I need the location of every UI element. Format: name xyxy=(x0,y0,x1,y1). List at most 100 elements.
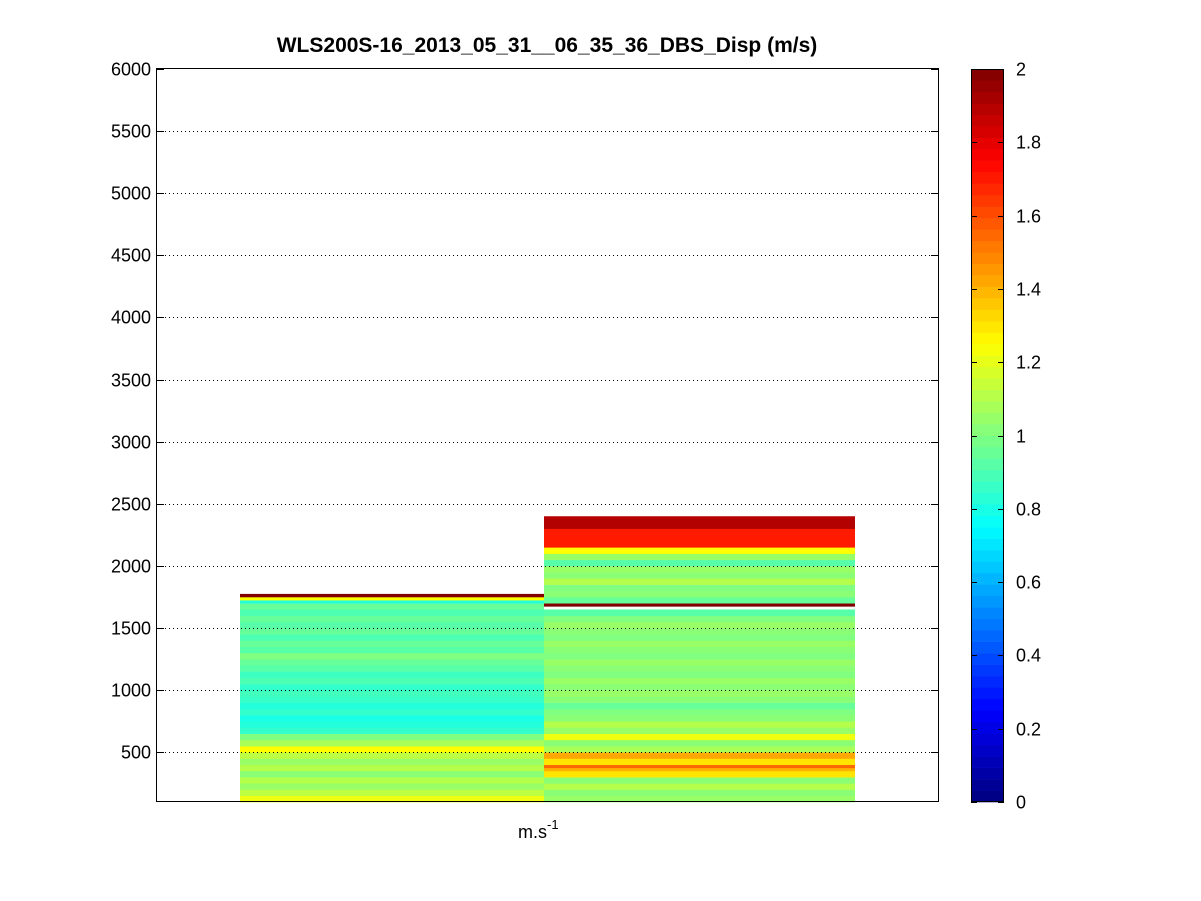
colorbar-step xyxy=(971,572,1004,585)
heatmap-cell xyxy=(544,528,855,548)
heatmap-cell xyxy=(240,770,544,778)
heatmap-cell xyxy=(240,789,544,797)
heatmap-cell xyxy=(240,795,544,803)
heatmap-cell xyxy=(544,578,855,585)
colorbar-frame xyxy=(971,69,1004,802)
colorbar-step xyxy=(971,286,1004,299)
heatmap-cell xyxy=(544,621,855,629)
heatmap-cell xyxy=(544,733,855,741)
heatmap-cell xyxy=(240,671,544,679)
colorbar-step xyxy=(971,595,1004,608)
colorbar-step xyxy=(971,263,1004,276)
heatmap-cell xyxy=(544,777,855,784)
colorbar-step xyxy=(971,561,1004,574)
heatmap-cell xyxy=(544,764,855,769)
colorbar-step xyxy=(971,183,1004,196)
heatmap-cell xyxy=(544,584,855,592)
x-axis-label-base: m.s xyxy=(518,822,547,842)
heatmap-cell xyxy=(240,665,544,672)
heatmap-cell xyxy=(544,746,855,753)
heatmap-cell xyxy=(544,671,855,679)
heatmap-cell xyxy=(240,597,544,601)
colorbar-step xyxy=(971,343,1004,356)
y-tick-label: 3500 xyxy=(111,371,151,391)
colorbar-step xyxy=(971,103,1004,116)
colorbar-step xyxy=(971,779,1004,791)
colorbar-step xyxy=(971,458,1004,471)
heatmap-cell xyxy=(240,715,544,722)
y-tick-label: 500 xyxy=(121,743,151,763)
heatmap-cell xyxy=(544,690,855,697)
colorbar: 0 0.2 0.4 0.6 0.8 1 1.2 1.4 1.6 1.8 2 xyxy=(971,60,1041,813)
heatmap-cell xyxy=(544,597,855,604)
colorbar-tick-label: 0.2 xyxy=(1016,720,1041,740)
colorbar-step xyxy=(971,492,1004,505)
colorbar-step xyxy=(971,698,1004,711)
plot-area-frame xyxy=(156,68,939,802)
heatmap-cell xyxy=(544,739,855,747)
heatmap-cell xyxy=(240,603,544,610)
colorbar-step xyxy=(971,607,1004,620)
colorbar-step xyxy=(971,687,1004,700)
colorbar-tick-label: 0.6 xyxy=(1016,573,1041,593)
colorbar-step xyxy=(971,618,1004,631)
heatmap-cell xyxy=(544,715,855,722)
colorbar-step xyxy=(971,756,1004,768)
heatmap-cell xyxy=(544,795,855,803)
heatmap-cell xyxy=(544,609,855,616)
colorbar-step xyxy=(971,91,1004,104)
heatmap-cell xyxy=(544,758,855,766)
colorbar-tick-label: 0.8 xyxy=(1016,500,1041,520)
heatmap-cell xyxy=(240,683,544,691)
colorbar-tick-label: 2 xyxy=(1016,60,1026,80)
colorbar-step xyxy=(971,378,1004,390)
y-tick-label: 4000 xyxy=(111,308,151,328)
heatmap-cell xyxy=(240,677,544,685)
colorbar-tick-label: 1.4 xyxy=(1016,280,1041,300)
heatmap-cell xyxy=(240,777,544,784)
colorbar-step xyxy=(971,401,1004,413)
colorbar-step xyxy=(971,160,1004,173)
heatmap-cell xyxy=(240,746,544,753)
colorbar-step xyxy=(971,298,1004,310)
heatmap-cell xyxy=(240,764,544,772)
heatmap-cell xyxy=(544,677,855,685)
colorbar-step xyxy=(971,676,1004,688)
colorbar-step xyxy=(971,435,1004,448)
heatmap-cell xyxy=(544,603,855,607)
heatmap-cell xyxy=(544,683,855,691)
heatmap-cell xyxy=(544,752,855,759)
colorbar-step xyxy=(971,733,1004,746)
colorbar-step xyxy=(971,126,1004,139)
colorbar-step xyxy=(971,767,1004,780)
colorbar-step xyxy=(971,320,1004,333)
colorbar-step xyxy=(971,790,1004,803)
y-axis: 500 1000 1500 2000 2500 3000 3500 4000 4500 5000 5… xyxy=(111,60,938,763)
colorbar-step xyxy=(971,641,1004,654)
colorbar-step xyxy=(971,309,1004,322)
heatmap-cell xyxy=(544,640,855,647)
heatmap-cell xyxy=(544,727,855,734)
heatmap-cell xyxy=(240,752,544,759)
heatmap-cell xyxy=(544,572,855,579)
chart-title: WLS200S-16_2013_05_31__06_35_36_DBS_Disp… xyxy=(277,34,818,57)
heatmap-cell xyxy=(544,646,855,654)
colorbar-step xyxy=(971,355,1004,368)
heatmap-cell xyxy=(544,721,855,728)
heatmap-cell xyxy=(240,739,544,747)
colorbar-tick-label: 1.2 xyxy=(1016,353,1041,373)
x-axis-label-exponent: -1 xyxy=(547,817,559,832)
colorbar-step xyxy=(971,664,1004,677)
x-axis-label: m.s-1 xyxy=(518,817,559,842)
heatmap-cell xyxy=(240,702,544,710)
heatmap-cell xyxy=(240,783,544,790)
y-tick-label: 5500 xyxy=(111,122,151,142)
heatmap-cell xyxy=(544,770,855,778)
heatmap-cell xyxy=(544,615,855,623)
colorbar-step xyxy=(971,206,1004,219)
heatmap-cell xyxy=(240,640,544,647)
heatmap-cell xyxy=(544,553,855,561)
y-tick-label: 1500 xyxy=(111,619,151,639)
heatmap-cell xyxy=(240,646,544,654)
colorbar-step xyxy=(971,69,1004,81)
